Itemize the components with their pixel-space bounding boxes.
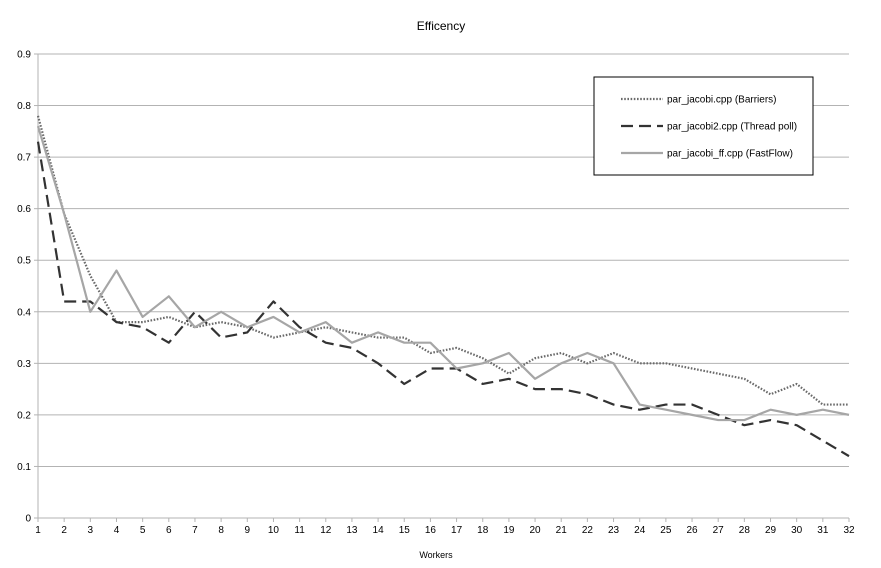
y-tick-label: 0.9 bbox=[17, 50, 31, 61]
x-tick-label: 7 bbox=[192, 525, 198, 536]
y-tick-label: 0.5 bbox=[17, 256, 31, 267]
y-tick-label: 0.2 bbox=[17, 410, 31, 421]
y-tick-label: 0.6 bbox=[17, 204, 31, 215]
x-tick-label: 8 bbox=[218, 525, 224, 536]
x-tick-label: 2 bbox=[61, 525, 67, 536]
y-tick-label: 0.7 bbox=[17, 153, 31, 164]
x-tick-label: 3 bbox=[88, 525, 94, 536]
legend: par_jacobi.cpp (Barriers) par_jacobi2.cpp… bbox=[593, 76, 814, 176]
x-tick-label: 16 bbox=[425, 525, 437, 536]
series-line-2 bbox=[36, 141, 850, 458]
x-tick-label: 32 bbox=[843, 525, 855, 536]
x-tick-label: 6 bbox=[166, 525, 172, 536]
axes bbox=[34, 53, 850, 522]
x-axis-label: Workers bbox=[419, 550, 453, 560]
x-tick-label: 27 bbox=[713, 525, 725, 536]
x-tick-label: 5 bbox=[140, 525, 146, 536]
legend-label-1: par_jacobi.cpp (Barriers) bbox=[667, 95, 777, 106]
x-tick-label: 25 bbox=[660, 525, 672, 536]
x-tick-label: 20 bbox=[530, 525, 542, 536]
x-tick-label: 28 bbox=[739, 525, 751, 536]
y-tick-label: 0.1 bbox=[17, 462, 31, 473]
x-tick-label: 30 bbox=[791, 525, 803, 536]
series-line-1 bbox=[36, 115, 849, 406]
y-tick-labels: 0 0.1 0.2 0.3 0.4 0.5 0.6 0.7 0.8 0.9 bbox=[17, 50, 31, 525]
x-tick-label: 4 bbox=[114, 525, 120, 536]
legend-label-3: par_jacobi_ff.cpp (FastFlow) bbox=[667, 149, 793, 160]
x-tick-label: 17 bbox=[451, 525, 463, 536]
x-tick-labels: 1 2 3 4 5 6 7 8 9 10 11 12 13 14 15 16 17 18 19 20 21 22 23 24 2… bbox=[35, 525, 855, 536]
series-lines bbox=[36, 115, 850, 458]
x-tick-label: 11 bbox=[294, 525, 305, 536]
chart-title: Efficency bbox=[417, 19, 465, 33]
x-tick-label: 14 bbox=[373, 525, 385, 536]
x-tick-label: 9 bbox=[245, 525, 251, 536]
y-tick-label: 0.3 bbox=[17, 359, 31, 370]
x-tick-label: 31 bbox=[817, 525, 829, 536]
x-tick-label: 22 bbox=[582, 525, 594, 536]
y-tick-label: 0 bbox=[25, 514, 31, 525]
series-line-3 bbox=[36, 125, 850, 422]
x-tick-label: 15 bbox=[399, 525, 411, 536]
y-tick-label: 0.4 bbox=[17, 307, 31, 318]
x-tick-label: 26 bbox=[686, 525, 698, 536]
x-tick-label: 13 bbox=[346, 525, 358, 536]
gridlines bbox=[38, 53, 849, 467]
legend-label-2: par_jacobi2.cpp (Thread poll) bbox=[667, 122, 797, 133]
x-tick-label: 21 bbox=[556, 525, 568, 536]
x-tick-label: 24 bbox=[634, 525, 646, 536]
x-tick-label: 23 bbox=[608, 525, 620, 536]
x-tick-label: 29 bbox=[765, 525, 777, 536]
y-tick-label: 0.8 bbox=[17, 101, 31, 112]
x-tick-label: 18 bbox=[477, 525, 489, 536]
x-tick-label: 1 bbox=[35, 525, 41, 536]
x-tick-label: 12 bbox=[320, 525, 332, 536]
x-tick-label: 10 bbox=[268, 525, 280, 536]
x-tick-label: 19 bbox=[503, 525, 515, 536]
